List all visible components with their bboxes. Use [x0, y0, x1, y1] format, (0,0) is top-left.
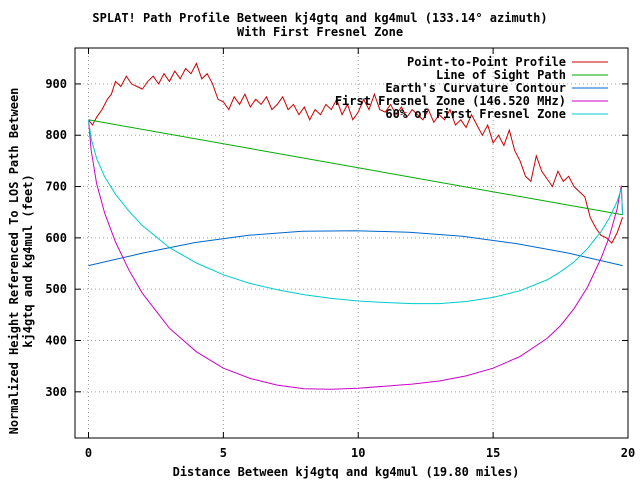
series-group — [88, 62, 624, 390]
x-tick-label: 15 — [486, 446, 500, 460]
plot-frame — [74, 47, 629, 439]
x-tick-label: 10 — [351, 446, 365, 460]
y-tick-label: 800 — [45, 128, 67, 142]
series-line-1 — [88, 119, 623, 216]
y-tick-label: 400 — [45, 334, 67, 348]
legend-label-1: Line of Sight Path — [436, 68, 566, 82]
grid — [75, 48, 629, 438]
y-tick-label: 900 — [45, 77, 67, 91]
series-line-0 — [88, 62, 624, 244]
y-tick-label: 300 — [45, 385, 67, 399]
y-tick-label: 600 — [45, 231, 67, 245]
y-tick-label: 700 — [45, 180, 67, 194]
legend-label-4: 60% of First Fresnel Zone — [385, 107, 566, 121]
chart-subtitle: With First Fresnel Zone — [236, 25, 404, 39]
y-tick-label: 500 — [45, 282, 67, 296]
chart-title: SPLAT! Path Profile Between kj4gtq and k… — [92, 11, 548, 25]
x-axis-label: Distance Between kj4gtq and kg4mul (19.8… — [173, 465, 520, 479]
series-line-3 — [88, 119, 624, 390]
legend-label-3: First Fresnel Zone (146.520 MHz) — [335, 94, 566, 108]
legend-label-2: Earth's Curvature Contour — [385, 81, 566, 95]
x-tick-label: 5 — [220, 446, 227, 460]
x-tick-label: 20 — [621, 446, 635, 460]
tick-group: 0 5 10 15 20 300 400 500 600 700 800 900 — [45, 48, 635, 460]
y-axis-label-line2: kj4gtq and kg4mul (feet) — [21, 174, 35, 347]
legend-label-0: Point-to-Point Profile — [407, 55, 566, 69]
x-tick-label: 0 — [85, 446, 92, 460]
series-line-4 — [88, 119, 624, 305]
series-line-2 — [88, 230, 623, 267]
y-axis-label-line1: Normalized Height Referenced To LOS Path… — [7, 88, 21, 435]
